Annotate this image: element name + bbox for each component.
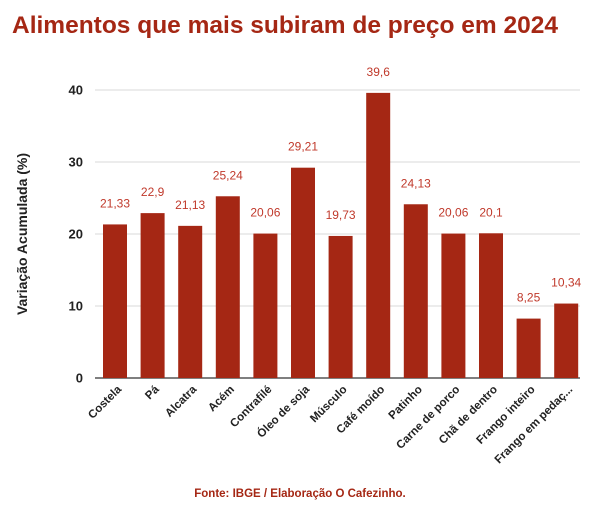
bar bbox=[103, 224, 127, 378]
category-label: Alcatra bbox=[163, 383, 199, 419]
bar bbox=[291, 167, 315, 378]
bar bbox=[479, 233, 503, 378]
data-labels: 21,33 22,9 21,13 25,24 20,06 29,21 19,73 39,6 24… bbox=[100, 65, 582, 305]
data-label: 10,34 bbox=[551, 276, 581, 290]
data-label: 22,9 bbox=[141, 185, 165, 199]
bar bbox=[366, 92, 391, 378]
category-label: Costela bbox=[86, 383, 124, 421]
data-label: 19,73 bbox=[326, 208, 356, 222]
data-label: 21,33 bbox=[100, 196, 130, 210]
category-label: Patinho bbox=[387, 384, 425, 422]
bar bbox=[215, 196, 240, 378]
category-label: Frango em pedaç... bbox=[493, 384, 576, 467]
chart-title: Alimentos que mais subiram de preço em 2… bbox=[12, 12, 559, 39]
bar bbox=[253, 233, 278, 378]
y-tick-label: 40 bbox=[69, 83, 83, 98]
bar bbox=[328, 235, 353, 378]
bar bbox=[516, 318, 541, 378]
bar bbox=[554, 303, 579, 378]
y-tick-label: 10 bbox=[69, 299, 83, 314]
category-label: Pá bbox=[143, 383, 162, 402]
y-axis-label: Variação Acumulada (%) bbox=[14, 153, 30, 315]
bars bbox=[103, 92, 579, 378]
category-label: Acém bbox=[206, 384, 237, 415]
data-label: 29,21 bbox=[288, 140, 318, 154]
data-label: 25,24 bbox=[213, 168, 243, 182]
data-label: 8,25 bbox=[517, 291, 541, 305]
data-label: 21,13 bbox=[175, 198, 205, 212]
source-note: Fonte: IBGE / Elaboração O Cafezinho. bbox=[194, 488, 406, 500]
data-label: 20,1 bbox=[479, 205, 503, 219]
category-label: Carne de porco bbox=[394, 384, 462, 452]
y-axis-ticks: 0 10 20 30 40 bbox=[69, 83, 83, 386]
bar bbox=[178, 225, 203, 378]
bar bbox=[441, 233, 466, 378]
data-label: 20,06 bbox=[250, 206, 280, 220]
y-tick-label: 20 bbox=[69, 227, 83, 242]
bar bbox=[403, 204, 428, 378]
data-label: 39,6 bbox=[367, 65, 391, 79]
data-label: 24,13 bbox=[401, 176, 431, 190]
data-label: 20,06 bbox=[438, 206, 468, 220]
y-tick-label: 30 bbox=[69, 155, 83, 170]
y-tick-label: 0 bbox=[76, 371, 83, 386]
bar bbox=[140, 213, 165, 378]
